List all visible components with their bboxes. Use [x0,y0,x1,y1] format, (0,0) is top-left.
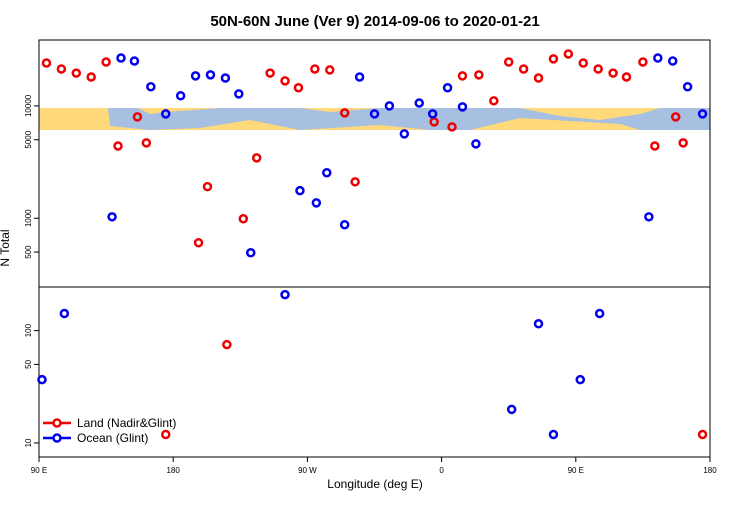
point [116,53,126,63]
y-tick-label: 5000 [24,130,33,148]
y-tick-label: 50 [24,359,33,368]
point [489,96,499,106]
point [234,89,244,99]
y-axis-label: N Total [0,229,12,266]
x-tick-label: 90 W [298,466,317,475]
point [86,72,96,82]
point [311,198,322,208]
map-strip [39,108,710,130]
point [205,70,216,80]
x-tick-label: 0 [439,466,444,475]
point [414,98,424,108]
point [339,108,350,118]
legend-marker [52,433,62,443]
x-tick-label: 90 E [568,466,584,475]
point [113,141,123,151]
point [447,122,457,132]
legend-label: Land (Nadir&Glint) [77,416,176,430]
point [638,57,648,67]
x-tick-label: 180 [703,466,717,475]
point [670,112,681,122]
point [682,82,693,92]
y-tick-label: 100 [24,323,33,337]
y-tick-label: 10000 [24,94,33,117]
plot-frame [38,39,711,458]
point [295,185,305,196]
y-tick-label: 1000 [24,209,33,227]
legend-label: Ocean (Glint) [77,431,148,445]
point [71,68,82,78]
point [442,83,453,93]
chart-title: 50N-60N June (Ver 9) 2014-09-06 to 2020-… [210,13,539,30]
point [59,308,70,319]
point [193,238,204,248]
point [548,429,559,440]
point [222,339,232,350]
point [160,429,171,440]
point [350,177,360,187]
point [354,72,365,82]
point [107,212,117,222]
point [160,109,171,119]
point [563,49,574,59]
point [457,71,468,81]
point [141,138,152,148]
point [101,57,111,67]
point [190,71,201,81]
point [474,70,484,80]
x-axis-label: Longitude (deg E) [327,477,422,491]
point [427,109,438,119]
point [457,102,468,112]
point [339,220,350,230]
point [650,141,660,151]
point [518,64,529,74]
x-tick-label: 90 E [31,466,47,475]
point [265,68,275,78]
point [310,64,320,74]
point [678,138,688,148]
point [471,139,481,149]
point [238,213,249,224]
point [506,404,517,415]
point [578,58,589,68]
point [280,76,290,86]
point [653,53,663,63]
point [245,248,256,258]
point [293,83,304,93]
point [146,82,156,92]
point [399,129,410,139]
x-tick-label: 180 [167,466,181,475]
point [608,68,618,78]
point [325,65,335,75]
point [593,64,603,74]
point [621,72,632,82]
point [322,168,332,178]
point [548,54,559,64]
point [56,64,67,74]
point [575,374,586,385]
point [644,212,654,222]
point [533,73,544,83]
point [37,374,47,385]
point [697,109,708,119]
point [175,91,186,101]
point [41,58,52,68]
point [202,181,213,192]
point [503,57,514,67]
point [533,319,544,329]
point [697,429,708,440]
point [594,308,605,319]
point [251,153,262,163]
point [132,112,143,122]
y-tick-label: 10 [24,438,33,447]
legend-marker [52,418,62,428]
point [129,56,140,66]
point [384,101,395,111]
point [220,73,231,83]
y-tick-label: 500 [24,245,33,259]
point [369,109,380,119]
point [667,56,678,66]
point [280,289,290,300]
